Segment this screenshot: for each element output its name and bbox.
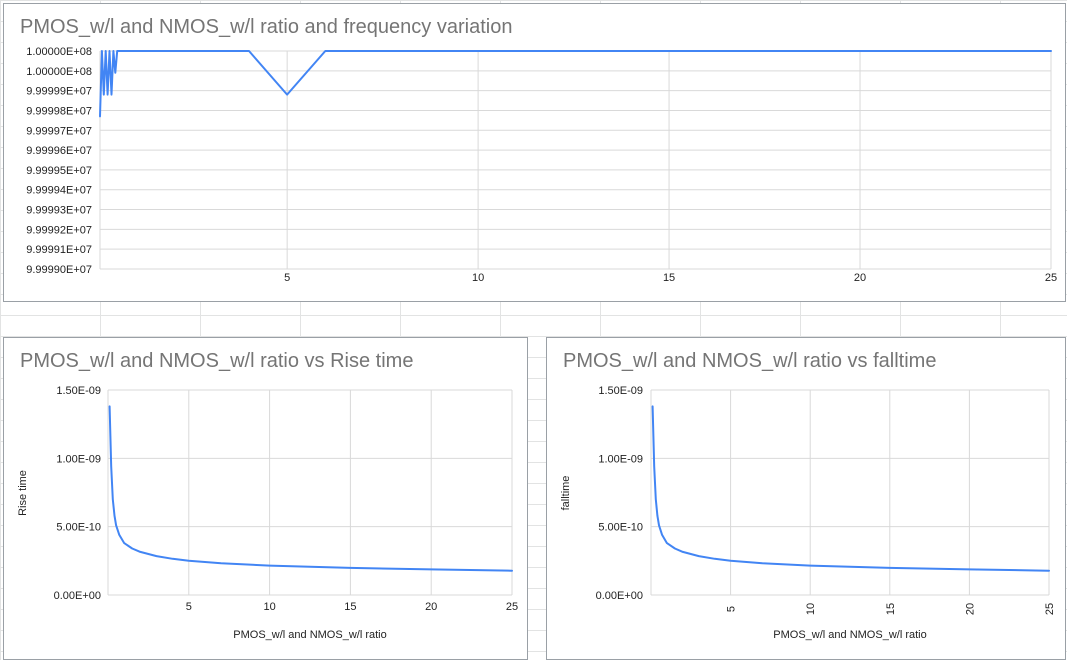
y-tick-label: 9.99997E+07 <box>26 125 92 137</box>
series-line <box>99 50 1052 118</box>
chart-title: PMOS_w/l and NMOS_w/l ratio and frequenc… <box>20 16 513 38</box>
frequency-chart[interactable]: PMOS_w/l and NMOS_w/l ratio and frequenc… <box>3 3 1066 302</box>
x-tick-label: 20 <box>964 603 976 615</box>
x-tick-label: 10 <box>472 272 484 284</box>
y-tick-label: 5.00E-10 <box>598 522 643 534</box>
frequency-chart-plot: 1.00000E+08 1.00000E+08 9.99999E+07 9.99998… <box>26 46 1057 284</box>
y-tick-label: 1.00E-09 <box>56 453 101 465</box>
y-tick-label: 9.99991E+07 <box>26 244 92 256</box>
y-tick-label: 9.99992E+07 <box>26 224 92 236</box>
x-axis-title: PMOS_w/l and NMOS_w/l ratio <box>233 629 386 641</box>
fall-time-chart-plot: 1.50E-09 1.00E-09 5.00E-10 0.00E+00 5 10 15 20 2… <box>560 385 1056 641</box>
y-axis-title: Rise time <box>17 470 29 516</box>
x-tick-label: 25 <box>506 601 518 613</box>
x-tick-label: 15 <box>663 272 675 284</box>
y-tick-label: 9.99999E+07 <box>26 86 92 98</box>
rise-time-chart[interactable]: PMOS_w/l and NMOS_w/l ratio vs Rise time… <box>3 337 528 660</box>
fall-time-chart[interactable]: PMOS_w/l and NMOS_w/l ratio vs falltime … <box>546 337 1066 660</box>
y-tick-label: 1.00000E+08 <box>26 46 92 58</box>
y-tick-label: 9.99995E+07 <box>26 165 92 177</box>
y-tick-label: 1.50E-09 <box>56 385 101 397</box>
series-line <box>108 405 513 572</box>
x-tick-label: 5 <box>284 272 290 284</box>
y-tick-label: 9.99996E+07 <box>26 145 92 157</box>
y-tick-label: 9.99998E+07 <box>26 105 92 117</box>
y-tick-label: 1.50E-09 <box>598 385 643 397</box>
y-tick-label: 9.99990E+07 <box>26 264 92 276</box>
y-axis-title: falltime <box>560 476 572 511</box>
x-tick-label: 15 <box>344 601 356 613</box>
x-tick-label: 5 <box>186 601 192 613</box>
x-tick-label: 25 <box>1044 603 1056 615</box>
chart-title: PMOS_w/l and NMOS_w/l ratio vs falltime <box>563 350 937 372</box>
chart-title: PMOS_w/l and NMOS_w/l ratio vs Rise time <box>20 350 414 372</box>
y-tick-label: 0.00E+00 <box>596 590 643 602</box>
y-tick-label: 5.00E-10 <box>56 522 101 534</box>
x-tick-label: 10 <box>805 603 817 615</box>
x-axis-title: PMOS_w/l and NMOS_w/l ratio <box>773 629 926 641</box>
x-tick-label: 20 <box>854 272 866 284</box>
y-tick-label: 9.99994E+07 <box>26 185 92 197</box>
y-tick-label: 0.00E+00 <box>54 590 101 602</box>
x-tick-label: 10 <box>263 601 275 613</box>
y-tick-label: 1.00E-09 <box>598 453 643 465</box>
x-tick-label: 25 <box>1045 272 1057 284</box>
series-line <box>651 405 1050 572</box>
x-tick-label: 5 <box>726 606 738 612</box>
x-tick-label: 20 <box>425 601 437 613</box>
y-tick-label: 9.99993E+07 <box>26 205 92 217</box>
x-tick-label: 15 <box>885 603 897 615</box>
rise-time-chart-plot: 1.50E-09 1.00E-09 5.00E-10 0.00E+00 5 10 15 20 2… <box>17 385 518 641</box>
y-tick-label: 1.00000E+08 <box>26 66 92 78</box>
